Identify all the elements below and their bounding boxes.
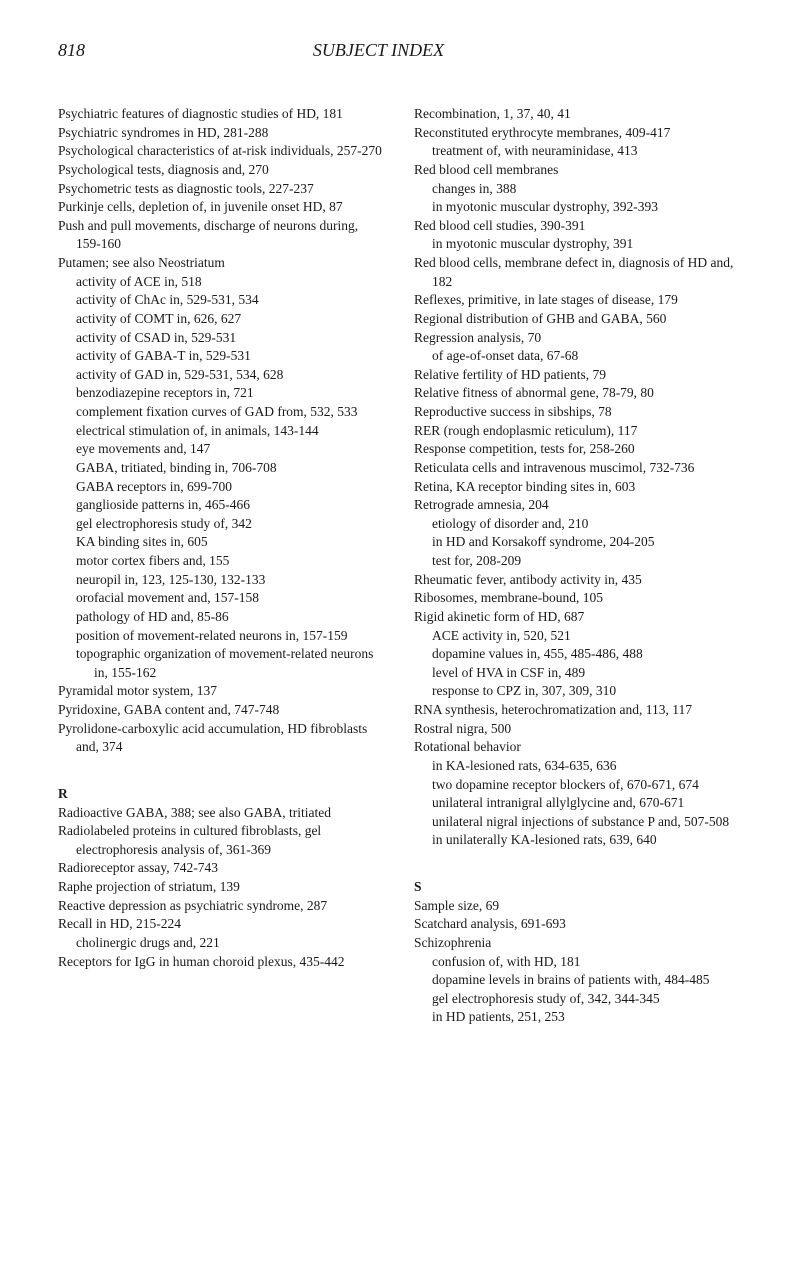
index-subentry: in HD and Korsakoff syndrome, 204-205 [414, 533, 742, 552]
index-entry: Putamen; see also Neostriatum [58, 254, 386, 273]
page-title: SUBJECT INDEX [313, 40, 444, 61]
index-entry: Pyrolidone-carboxylic acid accumulation,… [58, 720, 386, 757]
index-entry: Rheumatic fever, antibody activity in, 4… [414, 571, 742, 590]
index-subentry: activity of ACE in, 518 [58, 273, 386, 292]
index-subentry: unilateral intranigral allylglycine and,… [414, 794, 742, 813]
section-gap [58, 757, 386, 771]
index-entry: Retina, KA receptor binding sites in, 60… [414, 478, 742, 497]
index-subentry: KA binding sites in, 605 [58, 533, 386, 552]
index-entry: Red blood cells, membrane defect in, dia… [414, 254, 742, 291]
index-entry: Regression analysis, 70 [414, 329, 742, 348]
index-entry: Reactive depression as psychiatric syndr… [58, 897, 386, 916]
index-subentry: topographic organization of movement-rel… [58, 645, 386, 682]
index-subentry: dopamine values in, 455, 485-486, 488 [414, 645, 742, 664]
index-subentry: GABA, tritiated, binding in, 706-708 [58, 459, 386, 478]
index-entry: Scatchard analysis, 691-693 [414, 915, 742, 934]
index-subentry: activity of GABA-T in, 529-531 [58, 347, 386, 366]
index-entry: Psychometric tests as diagnostic tools, … [58, 180, 386, 199]
index-entry: Sample size, 69 [414, 897, 742, 916]
index-subentry: ACE activity in, 520, 521 [414, 627, 742, 646]
page-number: 818 [58, 40, 85, 61]
index-subentry: two dopamine receptor blockers of, 670-6… [414, 776, 742, 795]
index-entry: Radioactive GABA, 388; see also GABA, tr… [58, 804, 386, 823]
index-entry: Reproductive success in sibships, 78 [414, 403, 742, 422]
index-entry: Rigid akinetic form of HD, 687 [414, 608, 742, 627]
index-entry: Reflexes, primitive, in late stages of d… [414, 291, 742, 310]
index-entry: Recall in HD, 215-224 [58, 915, 386, 934]
section-letter: R [58, 785, 386, 804]
index-entry: Raphe projection of striatum, 139 [58, 878, 386, 897]
index-columns: Psychiatric features of diagnostic studi… [58, 105, 742, 1027]
index-entry: Rostral nigra, 500 [414, 720, 742, 739]
index-subentry: treatment of, with neuraminidase, 413 [414, 142, 742, 161]
index-subentry: benzodiazepine receptors in, 721 [58, 384, 386, 403]
index-entry: Retrograde amnesia, 204 [414, 496, 742, 515]
index-subentry: electrical stimulation of, in animals, 1… [58, 422, 386, 441]
index-subentry: in myotonic muscular dystrophy, 391 [414, 235, 742, 254]
index-subentry: neuropil in, 123, 125-130, 132-133 [58, 571, 386, 590]
index-subentry: activity of GAD in, 529-531, 534, 628 [58, 366, 386, 385]
index-subentry: in myotonic muscular dystrophy, 392-393 [414, 198, 742, 217]
index-entry: Radiolabeled proteins in cultured fibrob… [58, 822, 386, 859]
index-subentry: cholinergic drugs and, 221 [58, 934, 386, 953]
section-gap [414, 850, 742, 864]
index-subentry: complement fixation curves of GAD from, … [58, 403, 386, 422]
page-header: 818 SUBJECT INDEX [58, 40, 742, 61]
index-subentry: ganglioside patterns in, 465-466 [58, 496, 386, 515]
index-entry: Recombination, 1, 37, 40, 41 [414, 105, 742, 124]
index-entry: Red blood cell studies, 390-391 [414, 217, 742, 236]
index-subentry: eye movements and, 147 [58, 440, 386, 459]
index-entry: Relative fitness of abnormal gene, 78-79… [414, 384, 742, 403]
index-subentry: level of HVA in CSF in, 489 [414, 664, 742, 683]
right-column: Recombination, 1, 37, 40, 41Reconstitute… [414, 105, 742, 1027]
index-subentry: etiology of disorder and, 210 [414, 515, 742, 534]
index-subentry: activity of CSAD in, 529-531 [58, 329, 386, 348]
index-subentry: position of movement-related neurons in,… [58, 627, 386, 646]
index-subentry: gel electrophoresis study of, 342, 344-3… [414, 990, 742, 1009]
index-entry: Response competition, tests for, 258-260 [414, 440, 742, 459]
index-entry: Red blood cell membranes [414, 161, 742, 180]
index-subentry: pathology of HD and, 85-86 [58, 608, 386, 627]
index-entry: Reconstituted erythrocyte membranes, 409… [414, 124, 742, 143]
index-subentry: in KA-lesioned rats, 634-635, 636 [414, 757, 742, 776]
index-subentry: in unilaterally KA-lesioned rats, 639, 6… [414, 831, 742, 850]
index-entry: Relative fertility of HD patients, 79 [414, 366, 742, 385]
index-entry: Regional distribution of GHB and GABA, 5… [414, 310, 742, 329]
index-subentry: gel electrophoresis study of, 342 [58, 515, 386, 534]
index-entry: RER (rough endoplasmic reticulum), 117 [414, 422, 742, 441]
index-entry: Push and pull movements, discharge of ne… [58, 217, 386, 254]
index-entry: Psychiatric features of diagnostic studi… [58, 105, 386, 124]
index-subentry: of age-of-onset data, 67-68 [414, 347, 742, 366]
index-subentry: in HD patients, 251, 253 [414, 1008, 742, 1027]
index-entry: Purkinje cells, depletion of, in juvenil… [58, 198, 386, 217]
index-subentry: activity of COMT in, 626, 627 [58, 310, 386, 329]
index-entry: Psychiatric syndromes in HD, 281-288 [58, 124, 386, 143]
index-entry: Reticulata cells and intravenous muscimo… [414, 459, 742, 478]
index-entry: RNA synthesis, heterochromatization and,… [414, 701, 742, 720]
index-entry: Receptors for IgG in human choroid plexu… [58, 953, 386, 972]
index-subentry: activity of ChAc in, 529-531, 534 [58, 291, 386, 310]
index-entry: Pyramidal motor system, 137 [58, 682, 386, 701]
index-subentry: GABA receptors in, 699-700 [58, 478, 386, 497]
index-entry: Ribosomes, membrane-bound, 105 [414, 589, 742, 608]
index-subentry: unilateral nigral injections of substanc… [414, 813, 742, 832]
index-entry: Psychological tests, diagnosis and, 270 [58, 161, 386, 180]
section-letter: S [414, 878, 742, 897]
index-subentry: response to CPZ in, 307, 309, 310 [414, 682, 742, 701]
index-subentry: orofacial movement and, 157-158 [58, 589, 386, 608]
index-subentry: changes in, 388 [414, 180, 742, 199]
index-subentry: motor cortex fibers and, 155 [58, 552, 386, 571]
index-entry: Radioreceptor assay, 742-743 [58, 859, 386, 878]
index-subentry: dopamine levels in brains of patients wi… [414, 971, 742, 990]
index-entry: Schizophrenia [414, 934, 742, 953]
index-entry: Psychological characteristics of at-risk… [58, 142, 386, 161]
index-entry: Rotational behavior [414, 738, 742, 757]
index-subentry: confusion of, with HD, 181 [414, 953, 742, 972]
index-subentry: test for, 208-209 [414, 552, 742, 571]
left-column: Psychiatric features of diagnostic studi… [58, 105, 386, 1027]
index-entry: Pyridoxine, GABA content and, 747-748 [58, 701, 386, 720]
